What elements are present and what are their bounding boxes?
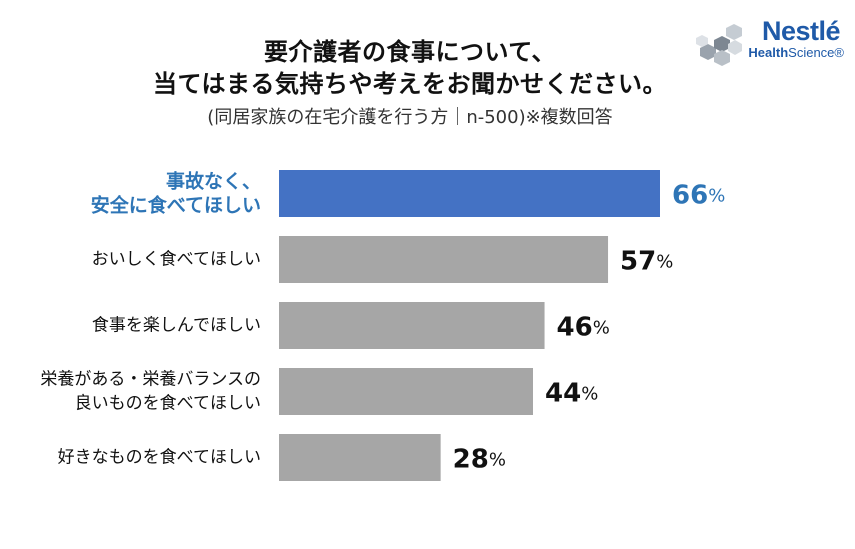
value-label-0: 66% <box>672 181 725 211</box>
logo-brand-text: Nestlé <box>761 16 841 46</box>
bar-4 <box>279 434 441 481</box>
category-label-3-line1: 栄養がある・栄養バランスの <box>40 370 261 390</box>
category-label-0-line1: 事故なく、 <box>166 170 261 193</box>
category-label-3-line2: 良いものを食べてほしい <box>75 394 261 414</box>
category-label-4: 好きなものを食べてほしい <box>58 448 261 468</box>
value-label-2: 46% <box>557 313 610 343</box>
bar-1 <box>279 236 609 283</box>
bar-0 <box>279 170 660 217</box>
nestle-health-science-logo: Nestlé HealthScience® <box>694 14 844 70</box>
chart-title-line2: 当てはまる気持ちや考えをお聞かせください。 <box>152 70 668 98</box>
category-label-2: 食事を楽しんでほしい <box>92 316 261 336</box>
value-label-4: 28% <box>453 445 506 475</box>
bar-2 <box>279 302 545 349</box>
category-label-1: おいしく食べてほしい <box>92 250 261 270</box>
bar-3 <box>279 368 533 415</box>
logo-sub-text: HealthScience® <box>748 45 844 60</box>
chart-title-line1: 要介護者の食事について、 <box>263 38 557 66</box>
value-label-1: 57% <box>620 247 673 277</box>
chart-subtitle: (同居家族の在宅介護を行う方｜n-500)※複数回答 <box>207 107 613 128</box>
value-label-3: 44% <box>545 379 598 409</box>
category-label-0-line2: 安全に食べてほしい <box>91 194 261 217</box>
cube-cluster-icon <box>696 24 742 66</box>
